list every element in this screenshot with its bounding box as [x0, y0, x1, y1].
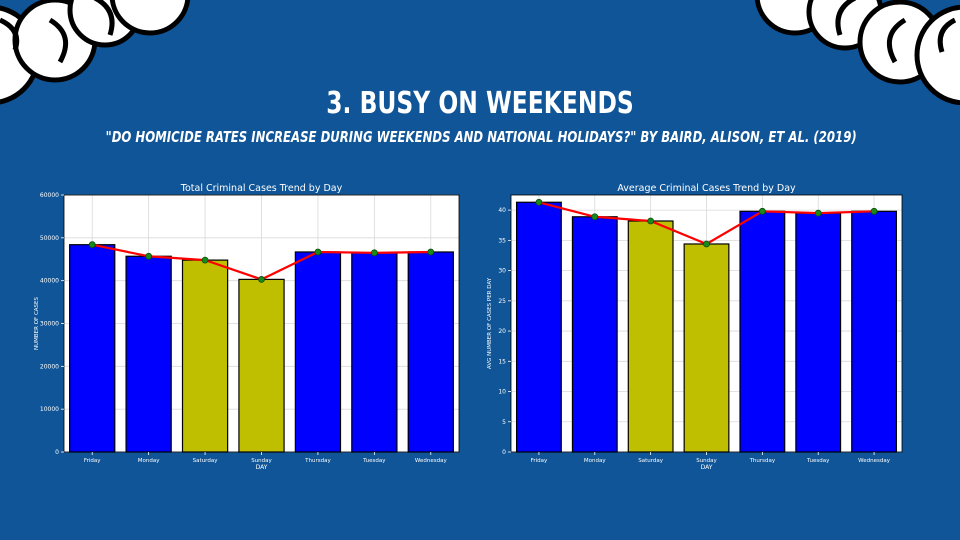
total-chart-bar-monday: [125, 255, 172, 453]
total-chart-trend-point-friday: [88, 241, 96, 249]
total-chart-ytick-label: 60000: [40, 192, 59, 199]
average-chart-ytick-label: 20: [498, 328, 506, 335]
average-chart-trend-point-wednesday: [870, 207, 878, 215]
total-chart-bar-sunday: [238, 278, 285, 453]
average-chart-xlabel: DAY: [701, 464, 713, 471]
average-cases-chart: 0 5 10 15 20 25 30 35 40 Friday Monday Saturday Sund…: [476, 180, 914, 472]
cloud-decoration-right: [754, 0, 960, 105]
average-chart-ytick-label: 40: [498, 207, 506, 214]
average-chart-xtick-label: Sunday: [696, 458, 717, 464]
average-chart-ytick-label: 0: [502, 449, 506, 456]
total-chart-ytick-label: 30000: [40, 321, 59, 328]
average-chart-xtick-label: Wednesday: [858, 458, 891, 464]
total-chart-bar-friday: [69, 244, 116, 453]
total-chart-ylabel: NUMBER OF CASES: [34, 296, 40, 350]
total-chart-ytick-label: 20000: [40, 363, 59, 370]
total-chart-xtick-label: Sunday: [251, 458, 272, 464]
total-chart-trend-point-thursday: [314, 248, 322, 256]
average-chart-xtick-label: Monday: [584, 458, 606, 464]
total-chart-ytick-label: 0: [55, 449, 59, 456]
average-chart-ylabel: AVG NUMBER OF CASES PER DAY: [487, 277, 493, 369]
total-chart-xtick-label: Saturday: [193, 458, 219, 464]
total-chart-xtick-label: Friday: [84, 458, 101, 464]
total-chart-xtick-label: Thursday: [304, 458, 331, 464]
total-chart-xlabel: DAY: [256, 464, 268, 471]
total-chart-trend-point-monday: [145, 252, 153, 260]
average-chart-xtick-label: Thursday: [749, 458, 776, 464]
average-chart-trend-point-sunday: [703, 240, 710, 248]
total-chart-trend-point-tuesday: [370, 249, 378, 257]
average-chart-trend-point-tuesday: [814, 209, 822, 217]
total-chart-title: Total Criminal Cases Trend by Day: [180, 183, 343, 194]
average-chart-bar-sunday: [683, 243, 730, 453]
total-cases-chart: 0 10000 20000 30000 40000 50000 60000 Friday Mon…: [28, 180, 464, 472]
total-chart-xtick-label: Monday: [138, 458, 160, 464]
total-chart-ytick-label: 50000: [40, 235, 59, 242]
cloud-decoration-left: [0, 0, 191, 105]
average-chart-bar-wednesday: [851, 210, 898, 453]
average-chart-ytick-label: 15: [498, 358, 506, 365]
slide-title: 3. Busy on Weekends: [326, 86, 634, 121]
total-chart-ytick-label: 10000: [40, 406, 59, 413]
total-chart-ytick-label: 40000: [40, 278, 59, 285]
average-chart-trend-point-monday: [591, 213, 599, 221]
average-chart-trend-point-thursday: [758, 207, 766, 215]
total-chart-trend-point-sunday: [258, 275, 265, 283]
total-chart-xtick-label: Tuesday: [362, 458, 386, 464]
total-chart-bar-tuesday: [351, 252, 398, 453]
average-chart-svg: 0 5 10 15 20 25 30 35 40 Friday Monday Saturday Sund…: [487, 183, 903, 471]
average-chart-ytick-label: 10: [498, 389, 506, 396]
average-chart-ytick-label: 35: [498, 237, 506, 244]
average-chart-bar-tuesday: [795, 212, 842, 453]
average-chart-xtick-label: Friday: [531, 458, 548, 464]
average-chart-trend-point-friday: [535, 198, 543, 206]
average-chart-xtick-label: Tuesday: [806, 458, 830, 464]
total-chart-trend-point-saturday: [201, 256, 209, 264]
average-chart-bar-friday: [515, 201, 562, 453]
total-chart-trend-point-wednesday: [427, 248, 435, 256]
average-chart-bar-saturday: [627, 220, 674, 453]
average-chart-trend-point-saturday: [647, 217, 655, 225]
total-chart-xtick-label: Wednesday: [415, 458, 448, 464]
average-chart-ytick-label: 25: [498, 298, 506, 305]
average-chart-title: Average Criminal Cases Trend by Day: [617, 183, 796, 194]
average-chart-bar-thursday: [739, 210, 786, 453]
total-chart-bar-saturday: [181, 259, 229, 453]
average-chart-bar-monday: [571, 216, 618, 453]
total-chart-bar-wednesday: [407, 251, 454, 453]
total-chart-svg: 0 10000 20000 30000 40000 50000 60000 Friday Mon…: [34, 183, 460, 471]
slide-subtitle: "Do homicide rates increase during weeke…: [105, 128, 857, 146]
average-chart-ytick-label: 5: [502, 419, 506, 426]
average-chart-ytick-label: 30: [498, 268, 506, 275]
total-chart-bar-thursday: [294, 251, 342, 453]
average-chart-xtick-label: Saturday: [638, 458, 664, 464]
